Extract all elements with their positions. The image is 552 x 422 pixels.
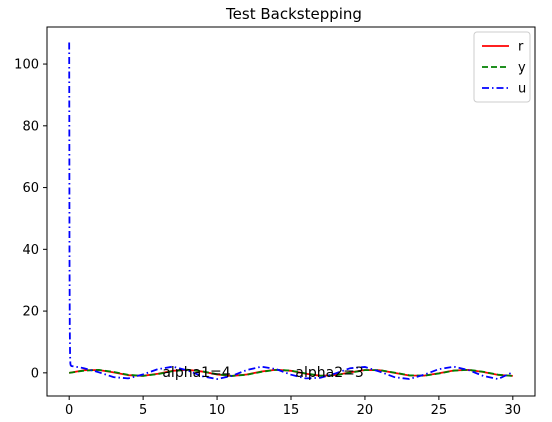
- y-tick-label: 40: [22, 243, 39, 258]
- y-tick-label: 20: [22, 305, 39, 320]
- x-tick-label: 5: [139, 403, 147, 418]
- y-tick-label: 60: [22, 181, 39, 196]
- y-tick-label: 80: [22, 119, 39, 134]
- series-line-u: [68, 42, 514, 380]
- series-layer: [68, 42, 514, 380]
- x-tick-label: 30: [505, 403, 522, 418]
- legend: ryu: [473, 31, 531, 103]
- x-tick-label: 20: [357, 403, 374, 418]
- chart-title: Test Backstepping: [225, 5, 362, 23]
- series-line-y: [69, 368, 513, 377]
- legend-label-r: r: [518, 40, 524, 55]
- y-tick-label: 100: [14, 58, 39, 73]
- legend-label-u: u: [518, 82, 526, 97]
- y-tick-label: 0: [31, 366, 39, 381]
- annotation-1: alpha2=3: [295, 365, 363, 381]
- axes-layer: 0 5 10 15 20 25 30 0 20 40 60 80 100: [14, 26, 536, 418]
- x-tick-label: 15: [283, 403, 300, 418]
- x-tick-label: 0: [65, 403, 73, 418]
- x-tick-label: 25: [431, 403, 448, 418]
- annotation-0: alpha1=4: [162, 365, 230, 381]
- x-tick-label: 10: [209, 403, 226, 418]
- annotation-layer: alpha1=4 alpha2=3: [162, 365, 363, 381]
- legend-label-y: y: [518, 61, 526, 76]
